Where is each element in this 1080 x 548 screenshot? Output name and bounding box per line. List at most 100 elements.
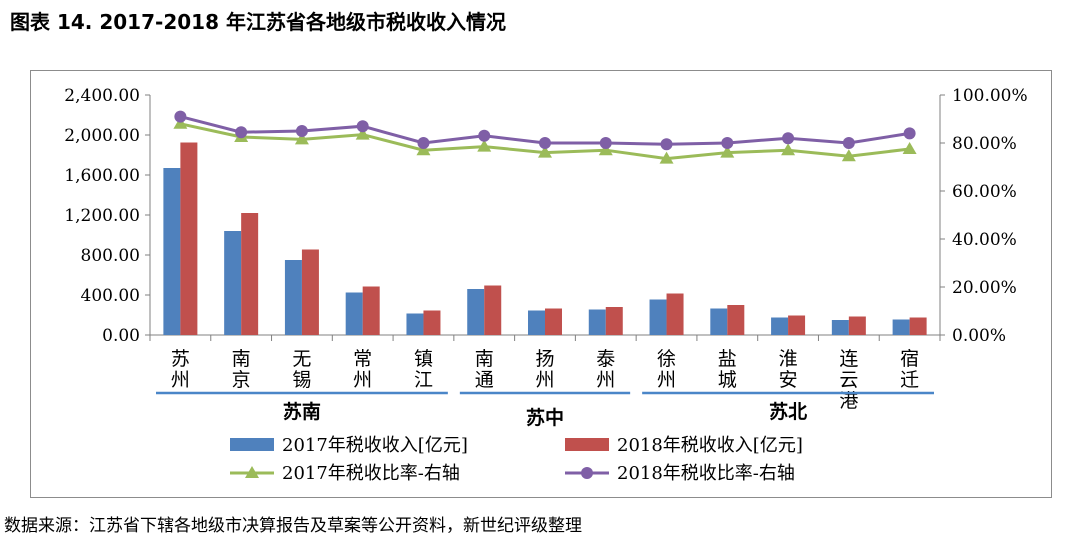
bar-2018 xyxy=(241,213,259,335)
ratio-2017-point xyxy=(720,145,735,158)
bar-2017 xyxy=(345,292,363,335)
left-axis-tick-label: 400.00 xyxy=(81,286,140,306)
category-label: 云 xyxy=(839,369,858,391)
category-label: 扬 xyxy=(535,348,554,370)
category-label: 州 xyxy=(657,369,676,391)
legend-swatch xyxy=(565,438,609,451)
category-label: 京 xyxy=(232,369,251,391)
legend-label: 2018年税收收入[亿元] xyxy=(617,435,803,456)
right-axis-tick-label: 20.00% xyxy=(952,278,1017,298)
category-label: 宿 xyxy=(900,348,919,370)
bar-2017 xyxy=(710,308,728,335)
category-label: 淮 xyxy=(779,348,798,370)
category-label: 城 xyxy=(718,369,737,391)
category-label: 江 xyxy=(414,369,433,391)
ratio-2018-point xyxy=(660,138,673,151)
ratio-2018-point xyxy=(599,137,612,149)
bar-2018 xyxy=(423,310,441,335)
bar-2018 xyxy=(301,249,319,335)
ratio-2017-point xyxy=(781,143,796,156)
bar-2017 xyxy=(224,231,242,335)
bar-2017 xyxy=(771,317,789,335)
bar-2017 xyxy=(831,320,849,335)
bar-2017 xyxy=(163,168,181,335)
right-axis-tick-label: 0.00% xyxy=(952,326,1006,346)
category-label: 苏 xyxy=(171,348,190,370)
right-axis-tick-label: 40.00% xyxy=(952,230,1017,250)
category-label: 州 xyxy=(535,369,554,391)
ratio-2018-point xyxy=(235,126,248,139)
ratio-2018-point xyxy=(174,110,187,123)
bar-2017 xyxy=(649,299,667,335)
group-label: 苏北 xyxy=(769,400,807,423)
bar-2018 xyxy=(545,308,562,335)
legend-marker xyxy=(245,466,259,478)
category-label: 迁 xyxy=(900,369,919,391)
chart-frame xyxy=(30,70,1052,498)
legend-label: 2017年税收比率-右轴 xyxy=(282,463,460,484)
category-label: 常 xyxy=(353,348,372,370)
group-label: 苏南 xyxy=(283,400,321,423)
left-axis-tick-label: 0.00 xyxy=(102,326,140,346)
ratio-2018-point xyxy=(539,137,551,149)
category-label: 南 xyxy=(475,348,494,370)
left-axis-tick-label: 1,600.00 xyxy=(64,166,140,186)
bar-2018 xyxy=(909,317,927,335)
category-label: 泰 xyxy=(596,348,615,370)
left-axis-tick-label: 1,200.00 xyxy=(64,206,140,226)
bar-2017 xyxy=(467,289,485,335)
bar-2017 xyxy=(892,319,910,335)
ratio-2017-point xyxy=(659,151,674,164)
category-label: 锡 xyxy=(292,369,311,391)
bar-2018 xyxy=(605,307,623,335)
legend-label: 2017年税收收入[亿元] xyxy=(282,435,468,456)
ratio-2018-point xyxy=(417,137,430,149)
bar-2018 xyxy=(788,315,806,335)
ratio-2018-point xyxy=(842,137,855,149)
bar-2018 xyxy=(848,316,866,335)
bar-2017 xyxy=(528,310,545,335)
category-label: 盐 xyxy=(718,348,737,370)
right-axis-tick-label: 80.00% xyxy=(952,134,1017,154)
ratio-2018-point xyxy=(782,132,795,145)
ratio-2017-point xyxy=(538,145,552,158)
category-label: 镇 xyxy=(414,348,433,370)
left-axis-tick-label: 2,400.00 xyxy=(64,86,140,106)
ratio-2018-point xyxy=(478,129,491,142)
bar-2018 xyxy=(484,285,502,335)
source-note: 数据来源：江苏省下辖各地级市决算报告及草案等公开资料，新世纪评级整理 xyxy=(4,516,582,536)
legend-marker xyxy=(581,467,593,479)
bar-2018 xyxy=(180,142,198,335)
category-label: 无 xyxy=(292,348,311,370)
ratio-2017-point xyxy=(598,143,613,156)
legend-label: 2018年税收比率-右轴 xyxy=(617,463,795,484)
right-axis-tick-label: 60.00% xyxy=(952,182,1017,202)
ratio-2018-point xyxy=(903,127,916,140)
category-label: 安 xyxy=(779,369,798,391)
ratio-2017-point xyxy=(477,139,492,152)
category-label: 州 xyxy=(596,369,615,391)
figure-title: 图表 14. 2017-2018 年江苏省各地级市税收收入情况 xyxy=(10,10,506,34)
bar-2017 xyxy=(284,260,302,335)
category-label: 州 xyxy=(353,369,372,391)
left-axis-tick-label: 2,000.00 xyxy=(64,126,140,146)
legend-swatch xyxy=(230,438,274,451)
bar-2018 xyxy=(727,305,745,335)
category-label: 港 xyxy=(839,390,858,412)
ratio-2018-point xyxy=(295,125,308,137)
left-axis-tick-label: 800.00 xyxy=(81,246,140,266)
ratio-2018-point xyxy=(356,120,369,133)
group-label: 苏中 xyxy=(526,406,564,429)
bar-2017 xyxy=(406,313,424,335)
bar-2017 xyxy=(588,309,606,335)
category-label: 南 xyxy=(232,348,251,370)
ratio-2017-point xyxy=(173,116,188,129)
ratio-2018-point xyxy=(721,137,734,149)
category-label: 徐 xyxy=(657,348,676,370)
category-label: 通 xyxy=(475,369,494,391)
ratio-2017-point xyxy=(355,127,370,140)
bar-2018 xyxy=(362,286,380,335)
ratio-2017-point xyxy=(294,132,309,145)
bar-2018 xyxy=(666,293,684,335)
